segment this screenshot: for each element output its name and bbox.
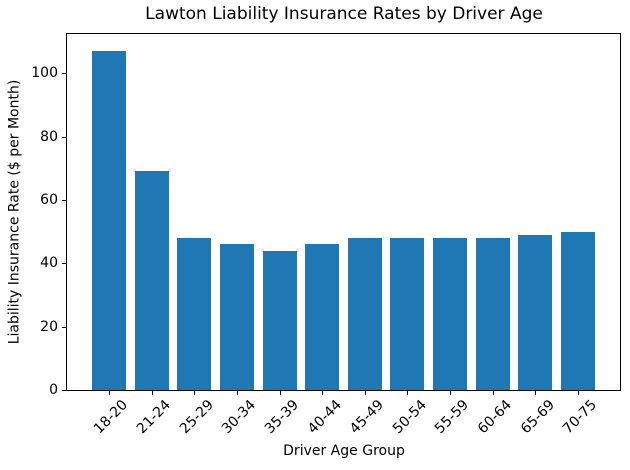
x-tick-mark	[279, 391, 281, 395]
bar-30-34	[219, 244, 255, 390]
x-tick-mark	[577, 391, 579, 395]
x-tick-label: 45-49	[347, 397, 388, 438]
y-tick-label: 20	[40, 318, 58, 335]
x-tick-label: 70-75	[560, 397, 601, 438]
x-tick-label: 21-24	[134, 397, 175, 438]
x-tick-mark	[236, 391, 238, 395]
x-tick-label: 35-39	[261, 397, 302, 438]
y-tick-label: 100	[31, 65, 58, 82]
y-tick-label: 80	[40, 128, 58, 145]
x-tick-mark	[407, 391, 409, 395]
bar-50-54	[390, 237, 425, 390]
y-tick-label: 60	[40, 191, 58, 208]
x-tick-label: 18-20	[91, 397, 132, 438]
bar-25-29	[177, 237, 212, 390]
x-tick-mark	[151, 391, 153, 395]
x-tick-label: 60-64	[474, 397, 515, 438]
bar-45-49	[347, 237, 382, 390]
y-tick-mark	[62, 390, 66, 391]
bar-40-44	[305, 244, 340, 390]
x-tick-label: 25-29	[176, 397, 217, 438]
x-tick-mark	[450, 391, 451, 395]
y-tick-mark	[62, 326, 66, 328]
x-tick-label: 55-59	[432, 397, 473, 438]
x-axis-label: Driver Age Group	[283, 443, 405, 459]
bar-18-20	[92, 50, 127, 390]
x-tick-mark	[492, 391, 494, 395]
bar-21-24	[134, 171, 169, 390]
x-tick-mark	[322, 391, 324, 395]
y-tick-mark	[62, 263, 66, 265]
plot-area	[66, 33, 621, 391]
x-tick-label: 65-69	[517, 397, 558, 438]
x-tick-label: 50-54	[389, 397, 430, 438]
x-tick-mark	[194, 391, 196, 395]
x-tick-mark	[535, 391, 537, 395]
bar-60-64	[475, 237, 510, 390]
bar-55-59	[432, 237, 468, 390]
x-tick-label: 30-34	[219, 397, 260, 438]
y-tick-label: 0	[49, 382, 58, 398]
x-tick-mark	[364, 391, 366, 395]
y-axis-label: Liability Insurance Rate ($ per Month)	[6, 79, 23, 345]
y-tick-mark	[62, 73, 66, 75]
y-tick-label: 40	[40, 255, 58, 272]
bar-35-39	[262, 250, 297, 390]
bar-65-69	[518, 234, 553, 390]
y-tick-mark	[62, 136, 66, 138]
chart-title: Lawton Liability Insurance Rates by Driv…	[145, 4, 543, 24]
bar-70-75	[560, 231, 595, 390]
x-tick-mark	[109, 391, 111, 395]
x-tick-label: 40-44	[304, 397, 345, 438]
y-tick-mark	[62, 199, 66, 201]
